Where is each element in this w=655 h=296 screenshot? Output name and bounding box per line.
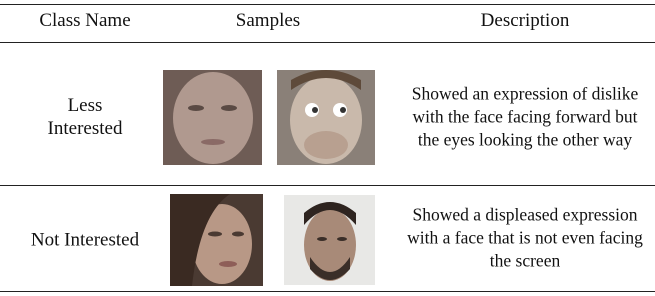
sample-image	[277, 70, 375, 165]
top-rule	[0, 4, 655, 5]
class-name: Not Interested	[30, 229, 140, 252]
class-name: Less Interested	[30, 94, 140, 140]
header-rule	[0, 42, 655, 43]
row-rule	[0, 185, 655, 186]
table: Class Name Samples Description Less Inte…	[0, 0, 655, 296]
sample-image	[284, 195, 375, 285]
description: Showed a displeased expression with a fa…	[402, 204, 648, 273]
sample-image	[170, 194, 263, 286]
bottom-rule	[0, 291, 655, 292]
sample-image	[163, 70, 262, 165]
header-cell: Samples	[236, 10, 300, 32]
header-cell: Description	[481, 10, 570, 32]
header-cell: Class Name	[39, 10, 130, 32]
description: Showed an expression of dislike with the…	[402, 83, 648, 152]
